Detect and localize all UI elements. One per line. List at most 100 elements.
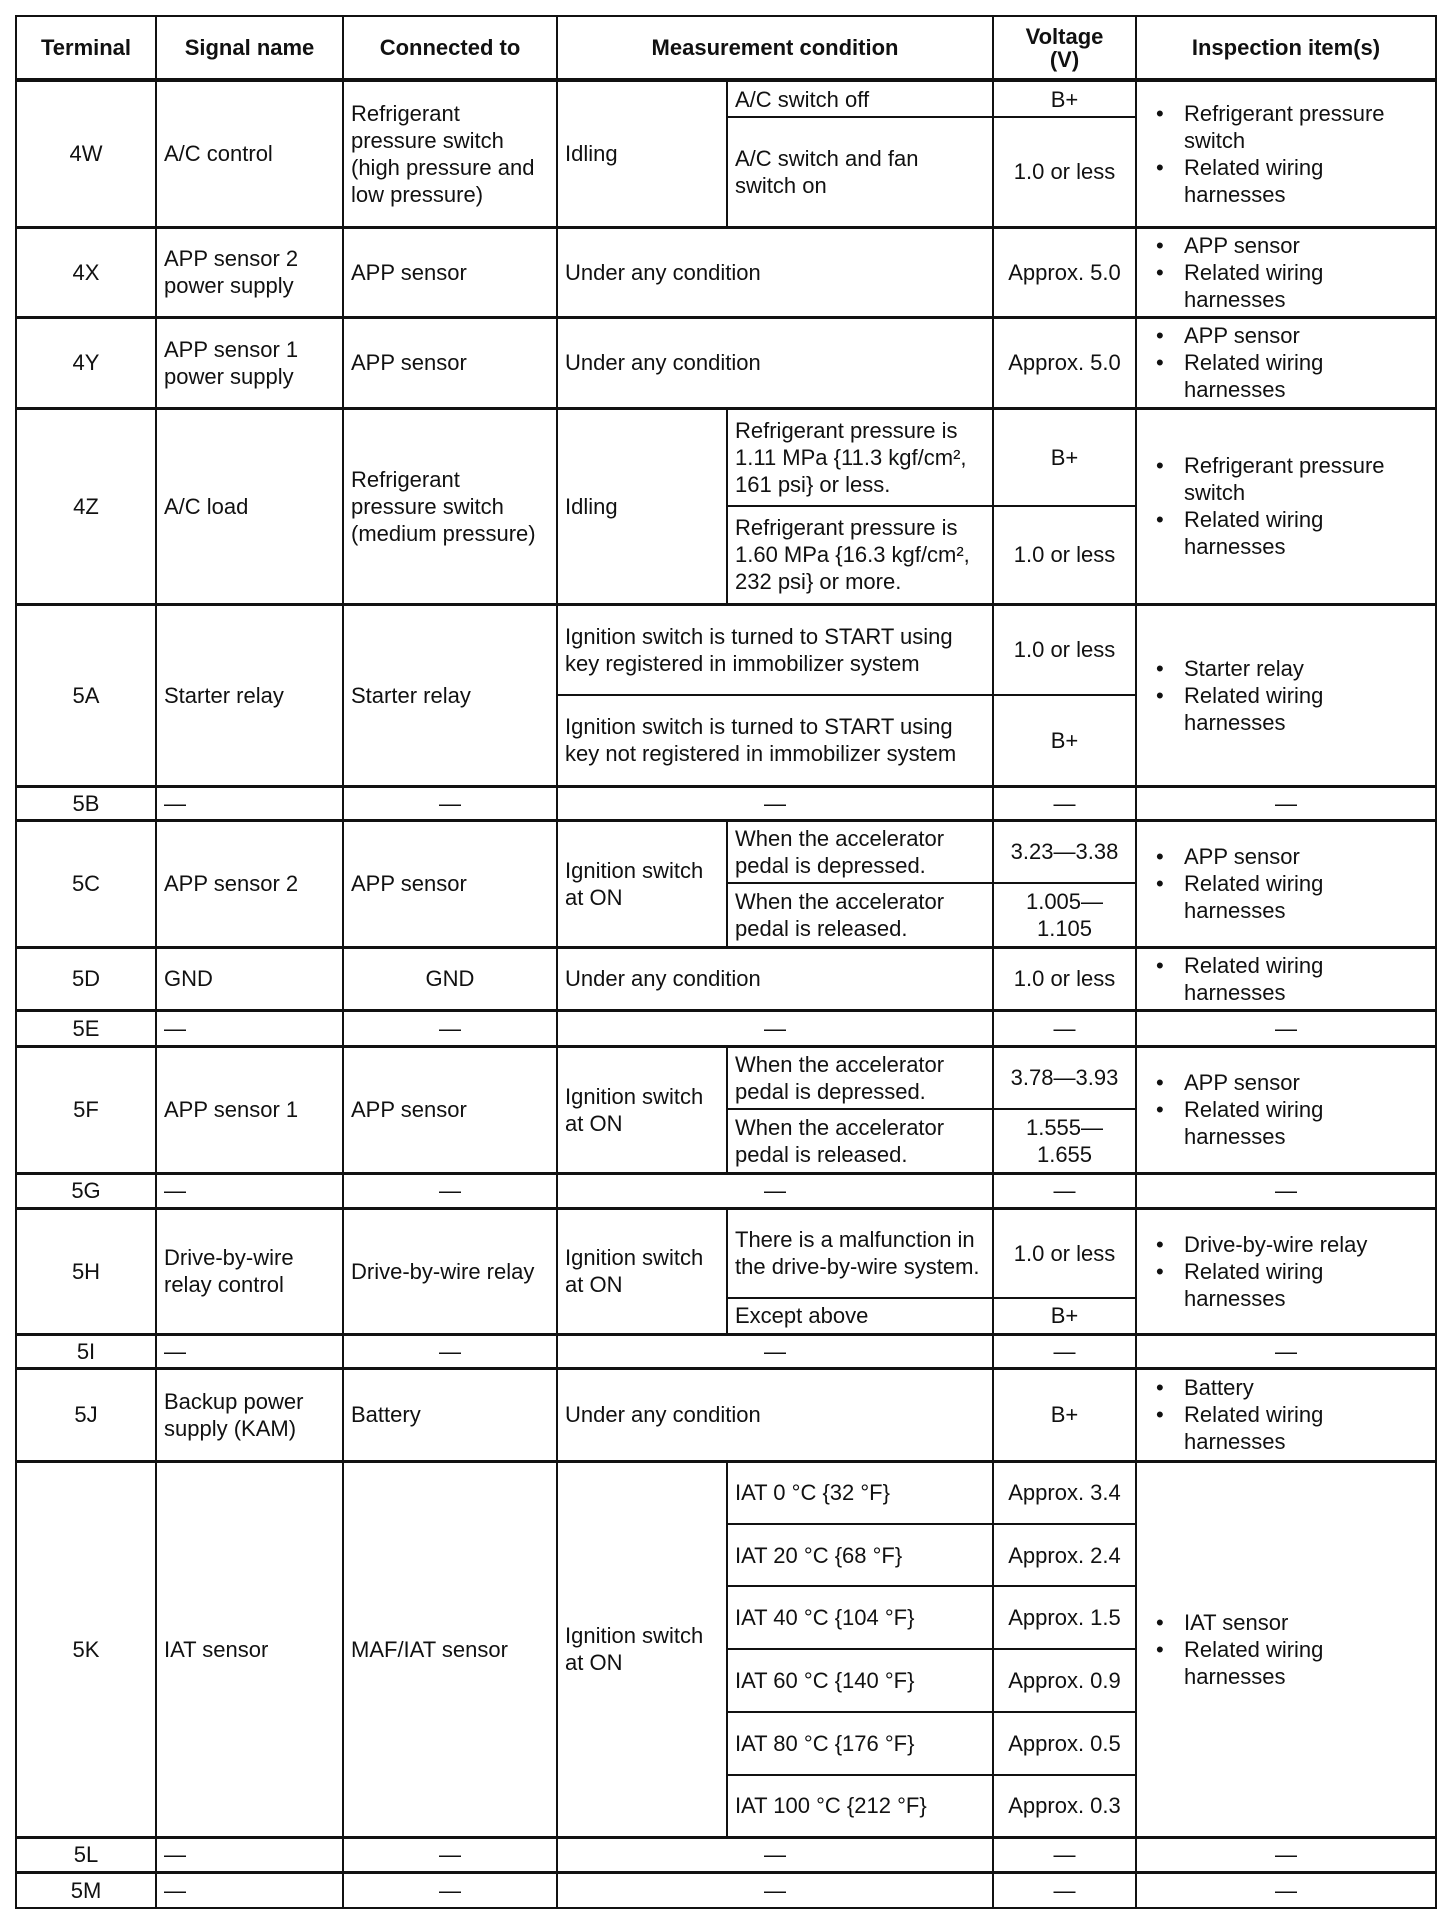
inspection-item: Related wiring harnesses	[1156, 1401, 1428, 1455]
table-row: 4X APP sensor 2 power supply APP sensor Und…	[15, 225, 1437, 318]
connected-to-cell: —	[342, 1332, 558, 1369]
signal-name-cell: APP sensor 1	[155, 1044, 344, 1174]
condition-sub-cell: There is a malfunction in the drive-by-w…	[726, 1206, 994, 1299]
header-inspection-items: Inspection item(s)	[1135, 15, 1437, 82]
signal-name-cell: A/C load	[155, 406, 344, 605]
inspection-cell: BatteryRelated wiring harnesses	[1135, 1366, 1437, 1462]
voltage-cell: 1.0 or less	[992, 945, 1137, 1011]
inspection-cell: Drive-by-wire relayRelated wiring harnes…	[1135, 1206, 1437, 1335]
signal-name-cell: APP sensor 2	[155, 818, 344, 948]
inspection-cell: —	[1135, 1835, 1437, 1873]
condition-sub-cell: IAT 20 °C {68 °F}	[726, 1523, 994, 1587]
voltage-cell: Approx. 0.9	[992, 1648, 1137, 1713]
inspection-item: APP sensor	[1156, 1069, 1428, 1096]
voltage-cell: B+	[992, 406, 1137, 507]
header-connected-to: Connected to	[342, 15, 558, 82]
inspection-item: APP sensor	[1156, 232, 1428, 259]
table-subrow: Except above B+	[16, 1297, 1436, 1335]
voltage-cell: —	[992, 1008, 1137, 1047]
table-row: 5H Drive-by-wire relay control Drive-by-wi…	[15, 1206, 1437, 1335]
voltage-cell: —	[992, 1171, 1137, 1209]
condition-sub-cell: Ignition switch is turned to START using…	[556, 602, 994, 696]
signal-name-cell: Starter relay	[155, 602, 344, 787]
signal-name-cell: —	[155, 1870, 344, 1909]
signal-name-cell: APP sensor 2 power supply	[155, 225, 344, 318]
signal-name-cell: GND	[155, 945, 344, 1011]
connected-to-cell: Refrigerant pressure switch (high pressu…	[342, 78, 558, 228]
table-row: 5G — — — — —	[15, 1171, 1437, 1209]
inspection-list: Refrigerant pressure switchRelated wirin…	[1144, 100, 1428, 208]
condition-cell: Under any condition	[556, 225, 994, 318]
inspection-cell: —	[1135, 1171, 1437, 1209]
voltage-cell: B+	[992, 78, 1137, 118]
connected-to-cell: Refrigerant pressure switch (medium pres…	[342, 406, 558, 605]
terminal-cell: 5L	[15, 1835, 157, 1873]
inspection-cell: —	[1135, 1008, 1437, 1047]
connected-to-cell: —	[342, 1870, 558, 1909]
inspection-cell: Starter relayRelated wiring harnesses	[1135, 602, 1437, 787]
condition-cell: —	[556, 784, 994, 821]
condition-sub-cell: A/C switch and fan switch on	[726, 116, 994, 228]
connected-to-cell: APP sensor	[342, 315, 558, 409]
signal-name-cell: APP sensor 1 power supply	[155, 315, 344, 409]
voltage-cell: —	[992, 784, 1137, 821]
table-subrow: IAT 60 °C {140 °F} Approx. 0.9	[16, 1648, 1436, 1713]
inspection-cell: APP sensorRelated wiring harnesses	[1135, 315, 1437, 409]
table-row: 5K IAT sensor MAF/IAT sensor Ignition switc…	[15, 1459, 1437, 1838]
connected-to-cell: —	[342, 1835, 558, 1873]
condition-cell: —	[556, 1332, 994, 1369]
condition-sub-cell: IAT 40 °C {104 °F}	[726, 1585, 994, 1650]
table-subrow: IAT 20 °C {68 °F} Approx. 2.4	[16, 1523, 1436, 1587]
voltage-cell: Approx. 5.0	[992, 225, 1137, 318]
condition-sub-cell: Refrigerant pressure is 1.60 MPa {16.3 k…	[726, 505, 994, 605]
inspection-item: Related wiring harnesses	[1156, 349, 1428, 403]
inspection-item: Related wiring harnesses	[1156, 1636, 1428, 1690]
condition-sub-cell: Refrigerant pressure is 1.11 MPa {11.3 k…	[726, 406, 994, 507]
connected-to-cell: APP sensor	[342, 818, 558, 948]
table-row: 4Y APP sensor 1 power supply APP sensor Und…	[15, 315, 1437, 409]
inspection-list: APP sensorRelated wiring harnesses	[1144, 232, 1428, 313]
inspection-cell: —	[1135, 1870, 1437, 1909]
voltage-cell: Approx. 2.4	[992, 1523, 1137, 1587]
signal-name-cell: Drive-by-wire relay control	[155, 1206, 344, 1335]
inspection-list: APP sensorRelated wiring harnesses	[1144, 843, 1428, 924]
voltage-cell: Approx. 0.3	[992, 1774, 1137, 1838]
connected-to-cell: Starter relay	[342, 602, 558, 787]
table-row: 4W A/C control Refrigerant pressure switch…	[15, 78, 1437, 228]
inspection-cell: Related wiring harnesses	[1135, 945, 1437, 1011]
condition-cell: —	[556, 1008, 994, 1047]
voltage-cell: Approx. 0.5	[992, 1711, 1137, 1776]
table-subrow: When the accelerator pedal is released. 1…	[16, 1108, 1436, 1174]
inspection-list: BatteryRelated wiring harnesses	[1144, 1374, 1428, 1455]
signal-name-cell: A/C control	[155, 78, 344, 228]
terminal-cell: 5K	[15, 1459, 157, 1838]
voltage-cell: 1.0 or less	[992, 1206, 1137, 1299]
inspection-list: Refrigerant pressure switchRelated wirin…	[1144, 452, 1428, 560]
condition-sub-cell: IAT 0 °C {32 °F}	[726, 1459, 994, 1525]
voltage-cell: —	[992, 1835, 1137, 1873]
inspection-cell: —	[1135, 1332, 1437, 1369]
inspection-item: Battery	[1156, 1374, 1428, 1401]
voltage-cell: Approx. 5.0	[992, 315, 1137, 409]
voltage-cell: 1.0 or less	[992, 505, 1137, 605]
connected-to-cell: Battery	[342, 1366, 558, 1462]
signal-name-cell: —	[155, 1332, 344, 1369]
signal-name-cell: IAT sensor	[155, 1459, 344, 1838]
condition-main-cell: Ignition switch at ON	[556, 1206, 728, 1335]
condition-cell: Under any condition	[556, 1366, 994, 1462]
condition-cell: —	[556, 1870, 994, 1909]
connected-to-cell: —	[342, 1171, 558, 1209]
condition-sub-cell: Except above	[726, 1297, 994, 1335]
terminal-cell: 5H	[15, 1206, 157, 1335]
inspection-item: Related wiring harnesses	[1156, 870, 1428, 924]
voltage-cell: —	[992, 1332, 1137, 1369]
header-terminal: Terminal	[15, 15, 157, 82]
condition-cell: Under any condition	[556, 315, 994, 409]
table-row: 5A Starter relay Starter relay Ignition swi…	[15, 602, 1437, 787]
table-row: 5B — — — — —	[15, 784, 1437, 821]
terminal-cell: 5G	[15, 1171, 157, 1209]
voltage-cell: 3.23—3.38	[992, 818, 1137, 884]
voltage-cell: 1.555—1.655	[992, 1108, 1137, 1174]
inspection-cell: Refrigerant pressure switchRelated wirin…	[1135, 78, 1437, 228]
